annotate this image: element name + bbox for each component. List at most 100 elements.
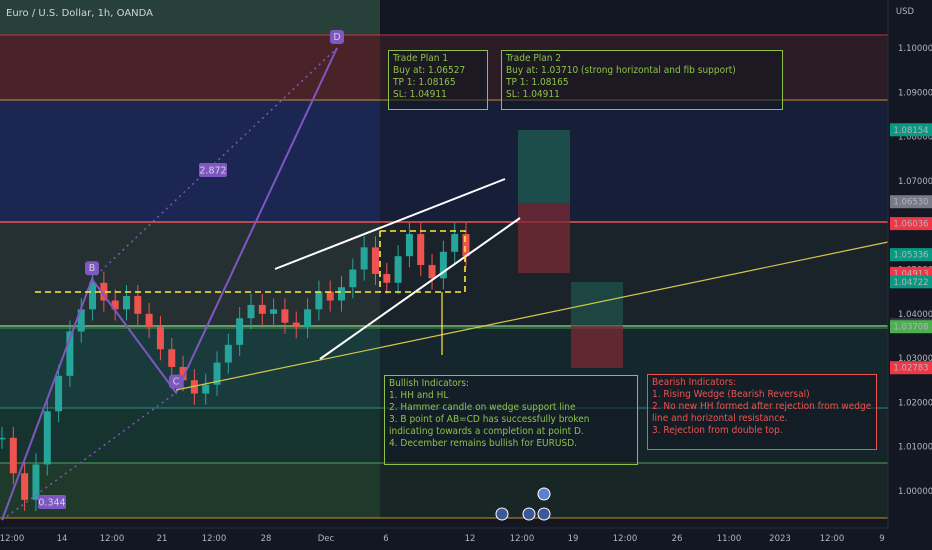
x-tick-label: 12:00: [613, 534, 638, 544]
candle-body: [383, 273, 391, 283]
candle-body: [462, 234, 470, 257]
x-tick-label: 12: [465, 534, 476, 544]
economic-event-icon: [537, 487, 551, 501]
zone-top: [0, 0, 380, 35]
price-tag-label: 1.04722: [893, 278, 928, 288]
candle-body: [32, 464, 40, 500]
candle-body: [349, 269, 357, 288]
candle-body: [394, 256, 402, 283]
price-tag-label: 1.06530: [893, 198, 928, 208]
price-tag-label: 1.04913: [893, 269, 928, 279]
price-tag: [890, 275, 932, 289]
x-tick-label: 12:00: [202, 534, 227, 544]
economic-event-icon: [522, 507, 536, 521]
y-tick-label: 1.09000: [898, 88, 932, 98]
candle-body: [292, 322, 300, 328]
time-axis-bg: [0, 528, 932, 550]
candle-body: [281, 309, 289, 323]
y-tick-label: 1.08000: [898, 133, 932, 143]
candle-body: [100, 282, 108, 301]
pattern-point-c-badge: [169, 374, 183, 389]
candle-body: [77, 309, 85, 332]
axis-currency: USD: [896, 7, 915, 17]
x-tick-label: 14: [57, 534, 68, 544]
pattern-point-d-badge: [330, 30, 344, 44]
price-tag: [890, 248, 932, 262]
candle-body: [360, 247, 368, 270]
candle-body: [270, 309, 278, 314]
candle-body: [326, 291, 334, 301]
candle-body: [66, 331, 74, 376]
candle-body: [213, 362, 221, 385]
pattern-point-c: C: [173, 377, 180, 388]
candle-body: [236, 318, 244, 345]
candle-body: [202, 384, 210, 394]
candle-body: [190, 380, 198, 394]
position-1-target: [518, 130, 570, 203]
y-tick-label: 1.04000: [898, 310, 932, 320]
candle-body: [315, 291, 323, 310]
candle-body: [179, 366, 187, 381]
candle-body: [258, 304, 266, 314]
price-tag: [890, 195, 932, 209]
x-tick-label: 28: [261, 534, 272, 544]
x-tick-label: 21: [157, 534, 168, 544]
fib-ratio-1-badge: [199, 163, 227, 177]
price-tag: [890, 320, 932, 334]
x-tick-label: Dec: [318, 534, 335, 544]
price-tag-label: 1.06036: [893, 220, 928, 230]
trade-plan-2-note: Trade Plan 2 Buy at: 1.03710 (strong hor…: [501, 50, 783, 110]
fib-ratio-2: 0.344: [38, 498, 65, 509]
candle-body: [55, 375, 63, 412]
long-trendline: [175, 241, 889, 391]
position-2-target: [571, 282, 623, 326]
price-tag: [890, 361, 932, 375]
economic-event-icon: [495, 507, 509, 521]
y-tick-label: 1.10000: [898, 44, 932, 54]
wedge-lower-line: [319, 217, 521, 360]
candle-body: [338, 287, 346, 301]
wedge-upper-line: [274, 178, 506, 270]
fib-ratio-2-badge: [38, 495, 66, 509]
candle-body: [9, 437, 17, 474]
price-tag: [890, 217, 932, 231]
x-tick-label: 11:00: [717, 534, 742, 544]
y-tick-label: 1.01000: [898, 443, 932, 453]
candle-body: [156, 327, 164, 350]
x-tick-label: 19: [568, 534, 579, 544]
y-tick-label: 1.00000: [898, 487, 932, 497]
candle-body: [428, 265, 436, 279]
candle-body: [417, 234, 425, 266]
instrument-title: Euro / U.S. Dollar, 1h, OANDA: [6, 8, 154, 19]
candle-body: [405, 234, 413, 257]
x-tick-label: 6: [383, 534, 388, 544]
candle-body: [122, 296, 130, 310]
bullish-indicators-note: Bullish Indicators: 1. HH and HL 2. Hamm…: [384, 375, 638, 465]
x-tick-label: 9: [879, 534, 884, 544]
candle-body: [0, 437, 6, 440]
y-tick-label: 1.07000: [898, 177, 932, 187]
x-tick-label: 2023: [769, 534, 791, 544]
pattern-point-d: D: [333, 32, 340, 43]
price-tag-label: 1.03708: [893, 323, 928, 333]
price-tag-label: 1.02783: [893, 364, 928, 374]
price-tag-label: 1.05336: [893, 251, 928, 261]
candle-body: [451, 234, 459, 252]
double-top-range: [33, 230, 466, 293]
candle-body: [21, 473, 29, 500]
x-tick-label: 12:00: [100, 534, 125, 544]
position-1-stop: [518, 203, 570, 273]
pattern-point-b-badge: [85, 261, 99, 276]
x-tick-label: 12:00: [510, 534, 535, 544]
x-tick-label: 12:00: [0, 534, 24, 544]
candle-body: [134, 296, 142, 314]
x-tick-label: 26: [672, 534, 683, 544]
price-tag: [890, 123, 932, 137]
candle-body: [111, 300, 119, 310]
economic-event-icon: [537, 507, 551, 521]
position-2-stop: [571, 326, 623, 368]
bearish-indicators-note: Bearish Indicators: 1. Rising Wedge (Bea…: [647, 374, 877, 450]
abcd-pattern: [1, 47, 338, 521]
x-tick-label: 12:00: [820, 534, 845, 544]
trade-plan-1-note: Trade Plan 1 Buy at: 1.06527 TP 1: 1.081…: [388, 50, 488, 110]
